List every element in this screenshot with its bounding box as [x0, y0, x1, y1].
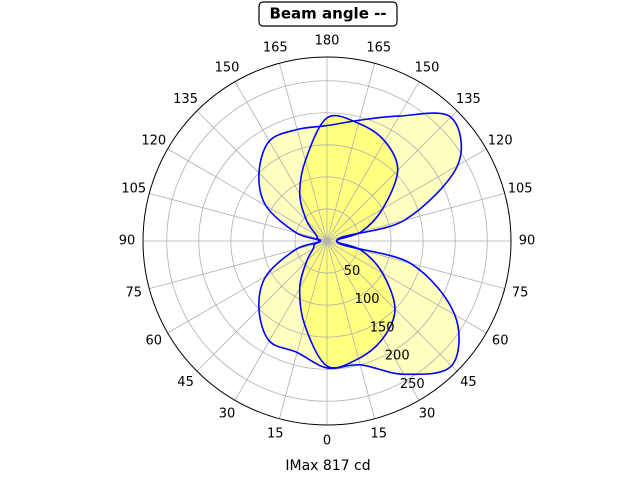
grid-spoke	[234, 240, 328, 401]
theta-tick-label: 15	[370, 427, 387, 442]
theta-tick-label: 0	[323, 434, 331, 449]
theta-tick-label: 135	[173, 92, 198, 107]
theta-tick-label: 105	[121, 182, 146, 197]
grid-spoke	[278, 63, 328, 242]
theta-tick-label: 90	[519, 234, 536, 249]
theta-tick-label: 15	[267, 427, 284, 442]
r-tick-label: 200	[385, 349, 410, 364]
theta-tick-label: 75	[126, 285, 143, 300]
theta-tick-label: 180	[315, 34, 340, 49]
theta-tick-label: 45	[177, 375, 194, 390]
theta-tick-label: 165	[263, 40, 288, 55]
theta-tick-label: 120	[141, 134, 166, 149]
grid-spoke	[326, 148, 487, 242]
outer-frame	[142, 56, 512, 426]
theta-tick-label: 30	[419, 407, 436, 422]
grid-spoke	[278, 240, 328, 419]
r-tick-label: 100	[355, 292, 380, 307]
grid-spoke	[167, 148, 328, 242]
theta-tick-label: 120	[488, 134, 513, 149]
theta-tick-label: 30	[219, 407, 236, 422]
theta-tick-label: 75	[512, 285, 529, 300]
plot-area: 0 15 30 45 60 75 90 105 120 135 150 165 180 165 150 135…	[119, 34, 536, 449]
x-axis-label: IMax 817 cd	[285, 458, 370, 474]
theta-tick-label: 90	[119, 234, 136, 249]
grid-spoke	[326, 81, 420, 242]
grid-spoke	[326, 240, 458, 372]
grid-spoke	[234, 81, 328, 242]
title-box	[258, 1, 398, 27]
line	[258, 112, 463, 376]
r-tick-label: 250	[400, 377, 425, 392]
line	[298, 114, 399, 369]
theta-tick-label: 45	[460, 375, 477, 390]
r-tick-label: 150	[370, 320, 395, 335]
grid-spoke	[326, 240, 376, 419]
r-tick-label: 50	[344, 264, 361, 279]
theta-tick-label: 105	[508, 182, 533, 197]
theta-tick-label: 150	[215, 60, 240, 75]
theta-tick-label: 165	[366, 40, 391, 55]
grid-spoke	[326, 240, 487, 334]
theta-tick-label: 60	[146, 334, 163, 349]
theta-tick-label: 60	[492, 334, 509, 349]
theta-tick-label: 150	[415, 60, 440, 75]
grid-spoke	[326, 110, 458, 242]
chart-title: Beam angle --	[269, 5, 386, 23]
grid-spoke	[326, 63, 376, 242]
grid-spoke	[167, 240, 328, 334]
theta-tick-label: 135	[456, 92, 481, 107]
